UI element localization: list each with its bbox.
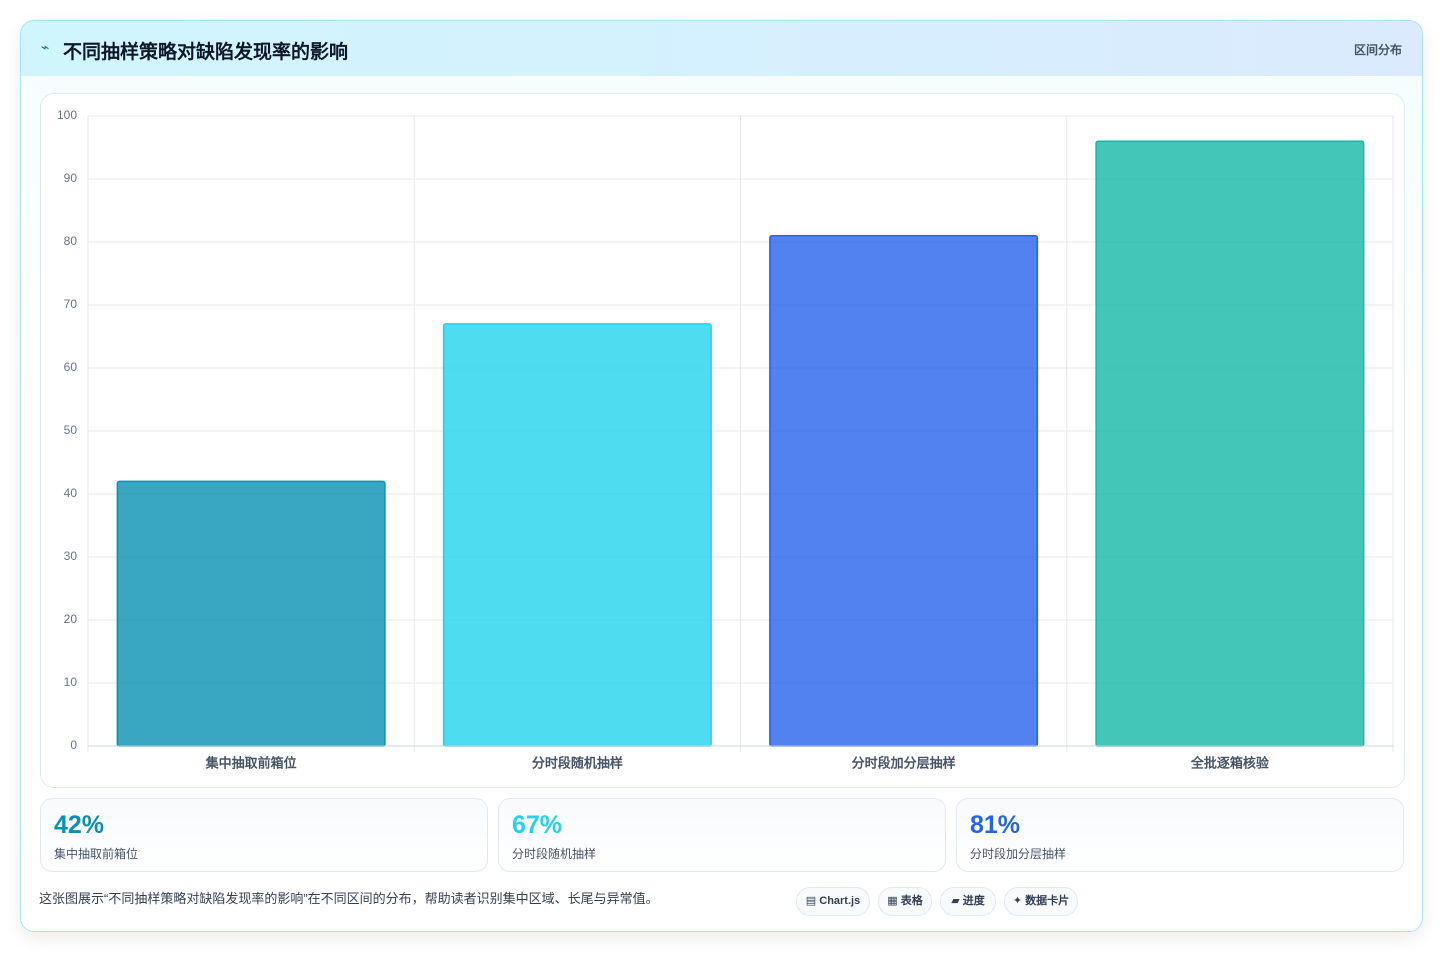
chip[interactable]: ▤ Chart.js xyxy=(796,887,870,916)
stat-label: 分时段随机抽样 xyxy=(512,847,597,861)
header-tag: 区间分布 xyxy=(1353,43,1402,57)
title: 不同抽样策略对缺陷发现率的影响 xyxy=(63,42,349,63)
dashboard-card: ⌁ 不同抽样策略对缺陷发现率的影响 区间分布 0 10 20 30 40 50 60 70 80… xyxy=(20,20,1423,932)
chart: 0 10 20 30 40 50 60 70 80 90 100 集中抽取前箱位 分时段随机抽样 分时段加… xyxy=(57,108,1394,770)
y-tick-label: 40 xyxy=(64,486,78,500)
bar xyxy=(769,234,1039,747)
y-tick-label: 100 xyxy=(57,108,77,122)
bar xyxy=(1095,140,1365,747)
description: 这张图展示“不同抽样策略对缺陷发现率的影响”在不同区间的分布，帮助读者识别集中区… xyxy=(39,891,659,906)
header: ⌁ 不同抽样策略对缺陷发现率的影响 区间分布 xyxy=(21,21,1422,76)
y-tick-label: 70 xyxy=(64,297,78,311)
bar xyxy=(442,323,712,747)
y-tick-label: 10 xyxy=(64,675,78,689)
header-icon: ⌁ xyxy=(41,39,50,55)
y-tick-label: 20 xyxy=(64,612,78,626)
stat-label: 集中抽取前箱位 xyxy=(54,847,139,861)
stat-value: 67% xyxy=(512,811,563,839)
x-tick-label: 集中抽取前箱位 xyxy=(205,755,297,770)
chip[interactable]: ▰ 进度 xyxy=(940,887,996,916)
chart-panel: 0 10 20 30 40 50 60 70 80 90 100 集中抽取前箱位 分时段随机抽样 分时段加… xyxy=(40,93,1405,788)
y-tick-label: 90 xyxy=(64,171,78,185)
stat-value: 81% xyxy=(970,811,1021,839)
x-tick-label: 分时段随机抽样 xyxy=(532,755,623,770)
chip[interactable]: ▦ 表格 xyxy=(878,887,932,916)
x-tick-label: 分时段加分层抽样 xyxy=(852,755,956,770)
stat-card: 42% 集中抽取前箱位 xyxy=(40,798,488,872)
y-tick-label: 50 xyxy=(64,423,78,437)
stat-value: 42% xyxy=(54,811,105,839)
stat-card: 67% 分时段随机抽样 xyxy=(498,798,946,872)
y-tick-label: 80 xyxy=(64,234,78,248)
bar xyxy=(116,480,386,747)
y-tick-label: 30 xyxy=(64,549,78,563)
y-tick-label: 60 xyxy=(64,360,78,374)
stat-card: 81% 分时段加分层抽样 xyxy=(956,798,1404,872)
chip[interactable]: ✦ 数据卡片 xyxy=(1004,887,1078,916)
stat-label: 分时段加分层抽样 xyxy=(970,847,1067,861)
y-tick-label: 0 xyxy=(70,738,77,752)
x-tick-label: 全批逐箱核验 xyxy=(1190,755,1270,770)
